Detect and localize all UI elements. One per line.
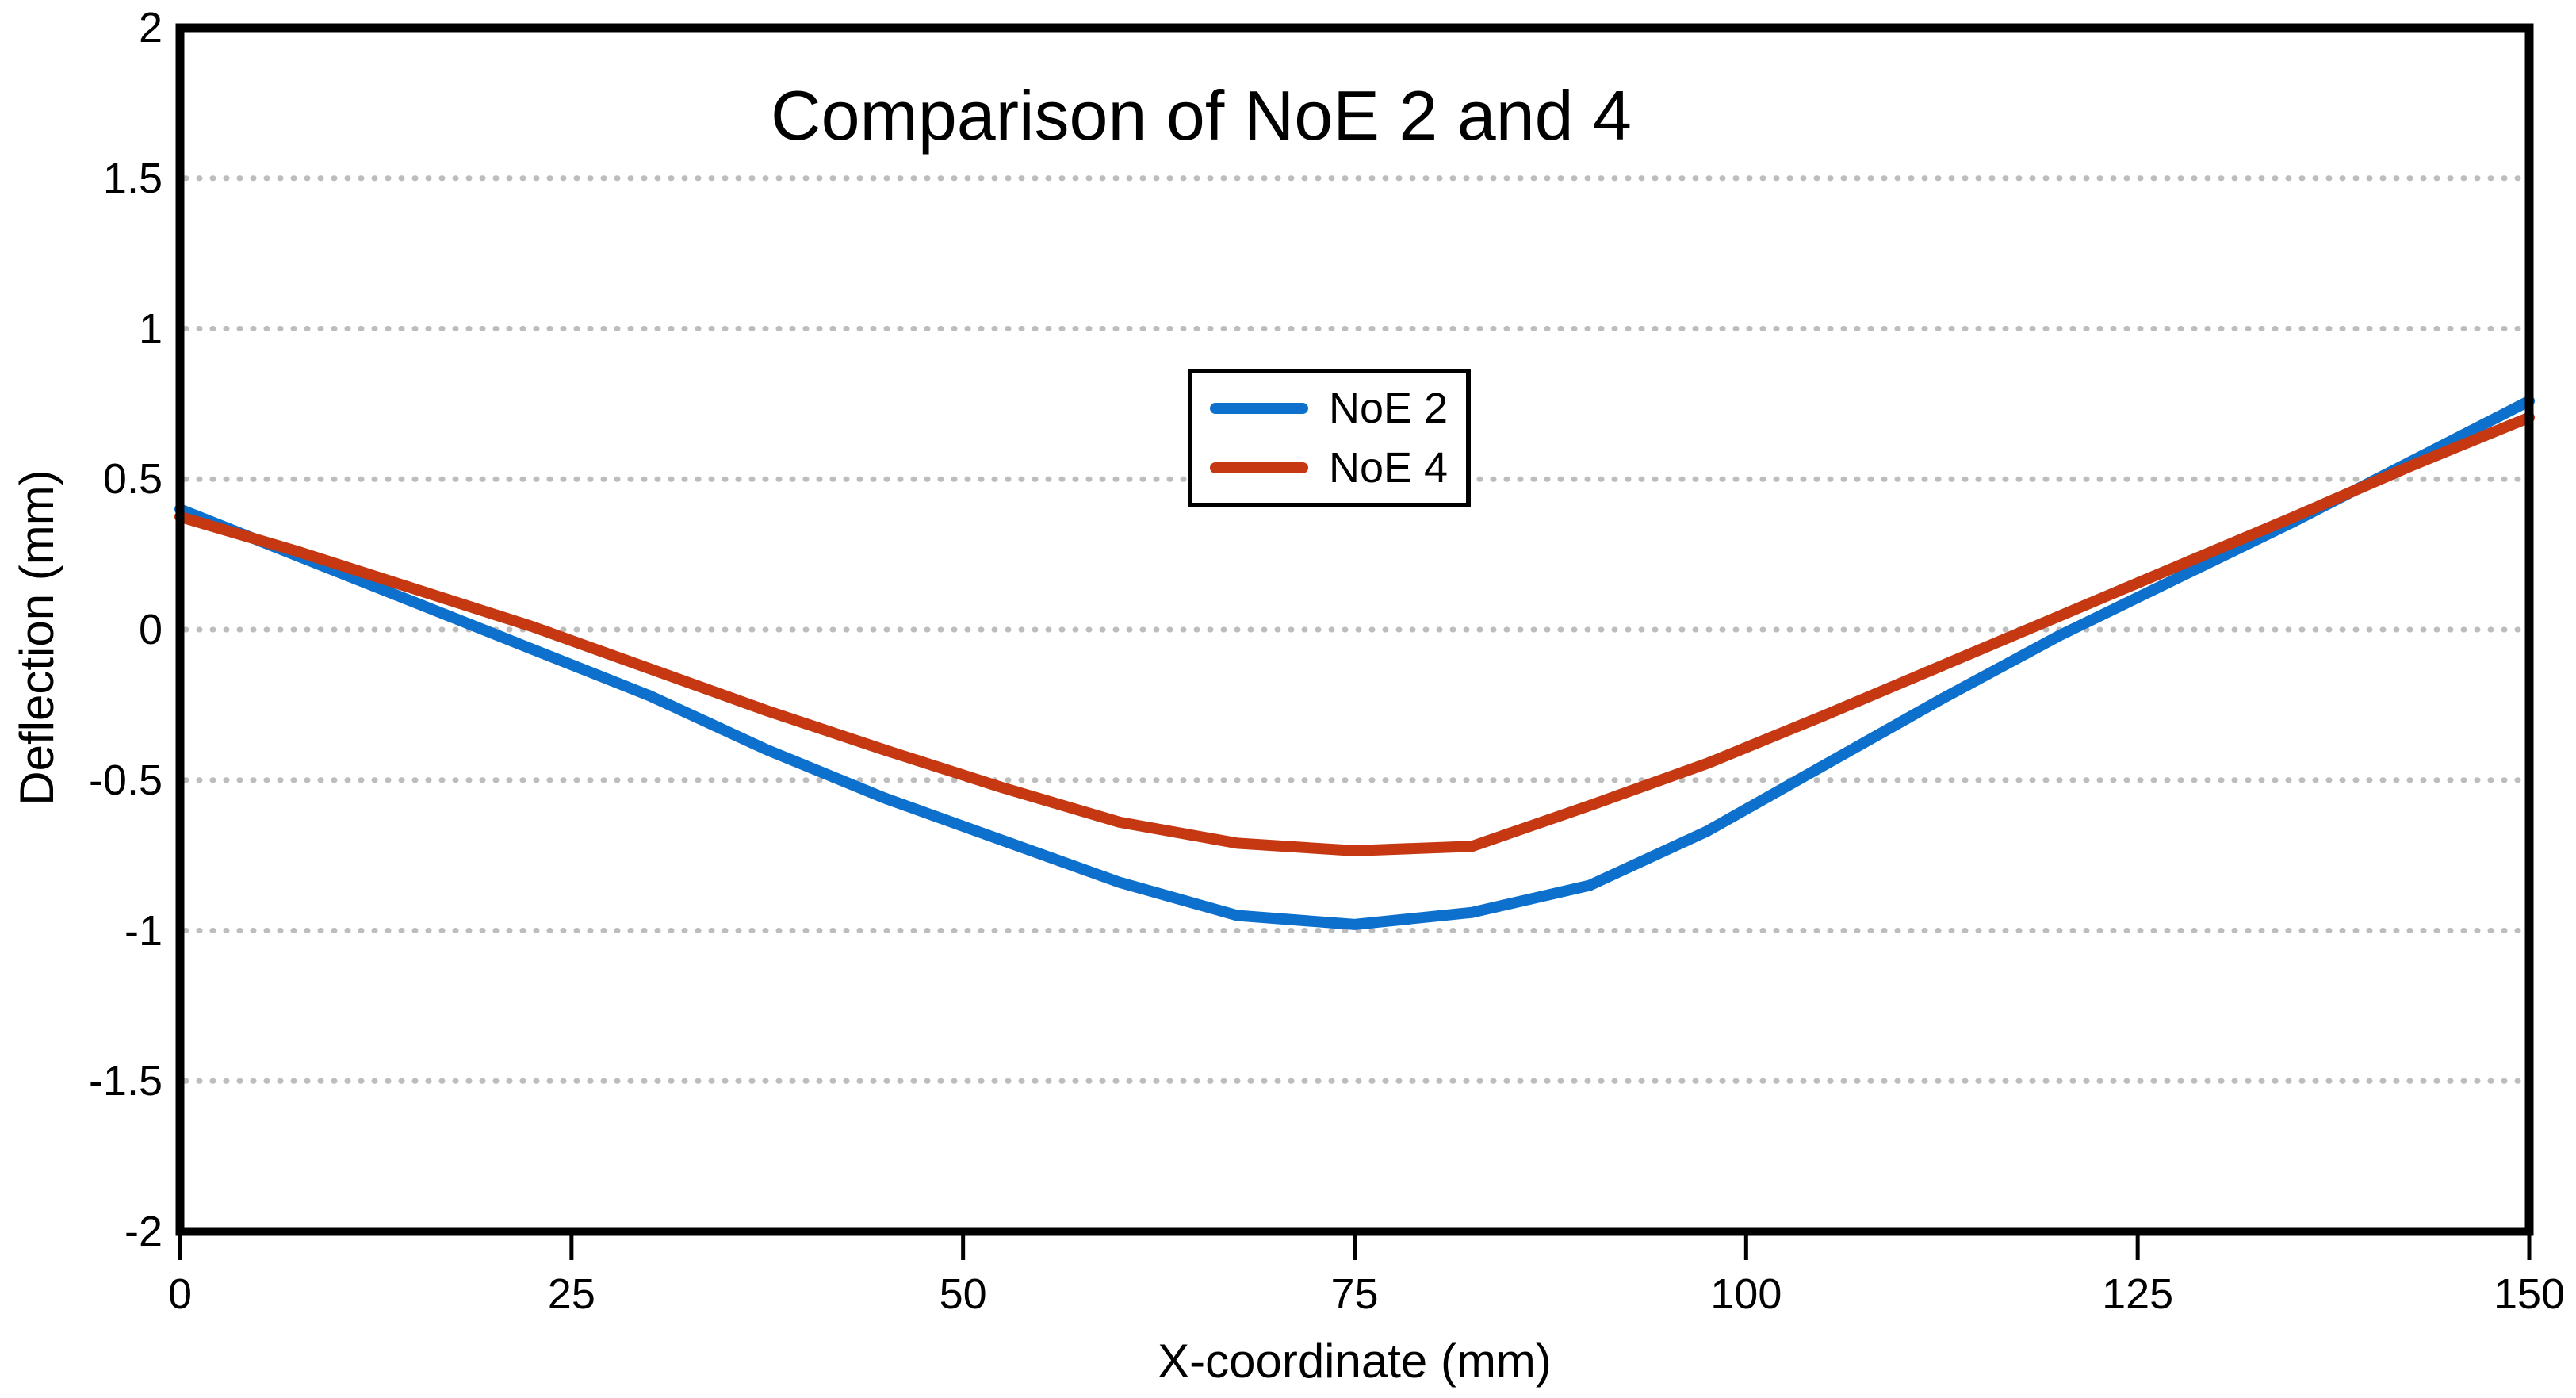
legend-box: NoE 2 NoE 4 bbox=[1188, 369, 1471, 507]
x-axis-tick-marks bbox=[178, 1231, 2532, 1260]
x-tick-label: 0 bbox=[167, 1270, 193, 1318]
legend-entry-noe2: NoE 2 bbox=[1192, 384, 1466, 433]
gridlines bbox=[182, 175, 2527, 1084]
y-tick-label: 0.5 bbox=[102, 455, 163, 504]
chart-title: Comparison of NoE 2 and 4 bbox=[771, 76, 1632, 155]
series-lines bbox=[174, 395, 2535, 930]
noe2-line-swatch bbox=[1210, 403, 1308, 414]
x-tick-label: 125 bbox=[2102, 1270, 2174, 1318]
legend-label-noe2: NoE 2 bbox=[1329, 385, 1449, 432]
legend-entry-noe4: NoE 4 bbox=[1192, 443, 1466, 492]
x-axis-title: X-coordinate (mm) bbox=[1158, 1335, 1552, 1388]
y-tick-label: 1.5 bbox=[102, 154, 163, 202]
y-tick-label: -2 bbox=[124, 1208, 163, 1255]
y-tick-label: -0.5 bbox=[88, 756, 163, 804]
x-tick-label: 50 bbox=[939, 1270, 987, 1318]
x-tick-label: 25 bbox=[547, 1270, 595, 1318]
y-tick-label: 0 bbox=[138, 606, 163, 653]
y-tick-label: 1 bbox=[138, 304, 163, 353]
x-tick-label: 150 bbox=[2493, 1270, 2566, 1318]
y-tick-label: -1.5 bbox=[88, 1057, 163, 1105]
x-tick-label: 100 bbox=[1710, 1270, 1782, 1318]
x-tick-label: 75 bbox=[1330, 1270, 1379, 1318]
y-tick-label: 2 bbox=[138, 4, 163, 52]
legend-label-noe4: NoE 4 bbox=[1329, 444, 1449, 492]
y-tick-label: -1 bbox=[124, 906, 163, 955]
noe4-line-swatch bbox=[1210, 462, 1308, 473]
